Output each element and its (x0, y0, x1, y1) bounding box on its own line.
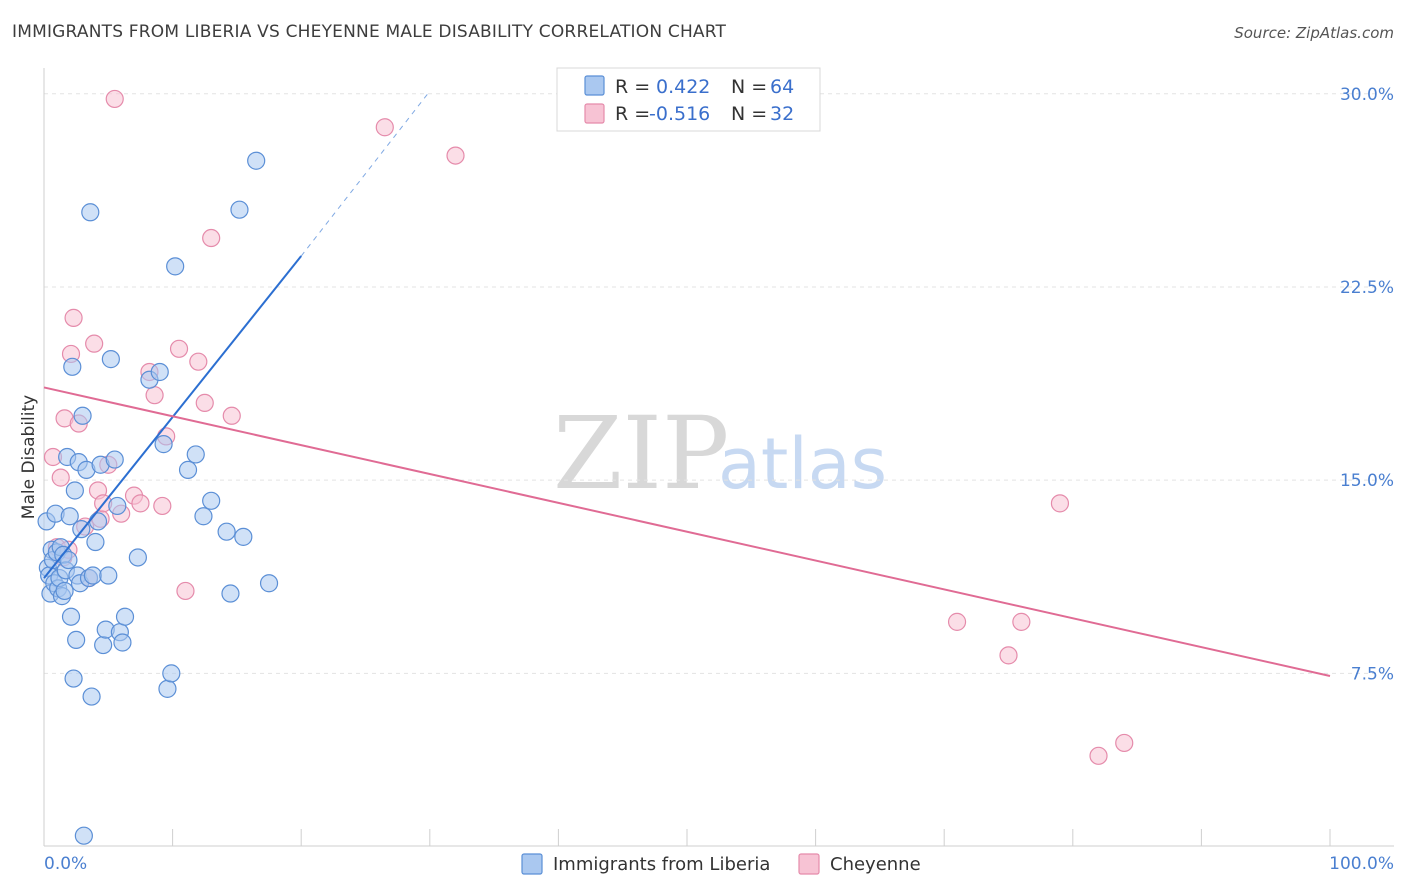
cheyenne-point (51, 468, 70, 487)
trend-lines (43, 90, 1331, 677)
legend-swatch-cheyenne (584, 103, 605, 124)
watermark: ZIP atlas (553, 395, 887, 512)
y-tick-label: 30.0% (1340, 85, 1394, 105)
liberia-point (166, 257, 185, 276)
gridlines (44, 93, 1394, 674)
legend-r-label-liberia: R = (615, 76, 650, 98)
y-axis-label: Male Disability (19, 395, 39, 519)
series-legend: Immigrants from Liberia Cheyenne (521, 853, 921, 875)
legend-n-value-liberia: 64 (770, 76, 794, 98)
cheyenne-point (176, 581, 195, 601)
liberia-point (202, 491, 221, 510)
liberia-point (113, 633, 132, 652)
watermark-atlas: atlas (718, 423, 887, 505)
source-label: Source: ZipAtlas.com (1234, 24, 1394, 42)
y-tick-label: 15.0% (1340, 471, 1394, 491)
liberia-point (86, 532, 105, 552)
liberia-points (37, 151, 279, 845)
cheyenne-point (999, 646, 1018, 665)
liberia-point (61, 607, 81, 626)
legend-n-label-cheyenne: N = (731, 103, 767, 125)
liberia-point (217, 522, 236, 541)
liberia-point (101, 350, 120, 369)
liberia-point (67, 630, 86, 650)
cheyenne-point (1012, 612, 1031, 631)
cheyenne-point (195, 393, 214, 413)
liberia-point (63, 357, 82, 376)
chart-title: IMMIGRANTS FROM LIBERIA VS CHEYENNE MALE… (12, 22, 727, 42)
series-legend-swatch-liberia (521, 853, 543, 875)
liberia-point (128, 548, 147, 567)
liberia-point (60, 507, 79, 526)
liberia-trend-extension (300, 90, 431, 257)
liberia-point (154, 435, 173, 454)
liberia-point (108, 496, 127, 516)
legend-n-label-liberia: N = (731, 76, 767, 98)
liberia-point (150, 362, 169, 382)
liberia-point (259, 574, 279, 593)
cheyenne-point (375, 118, 394, 137)
series-legend-label-cheyenne: Cheyenne (830, 854, 921, 875)
cheyenne-point (169, 339, 189, 358)
cheyenne-point (1089, 746, 1108, 765)
cheyenne-point (202, 228, 221, 248)
liberia-point (94, 635, 113, 655)
liberia-point (162, 664, 181, 683)
legend-r-value-liberia: 0.422 (656, 76, 710, 98)
liberia-point (64, 669, 83, 688)
liberia-point (73, 406, 92, 425)
liberia-point (59, 550, 78, 570)
liberia-point (99, 566, 118, 585)
legend-swatch-liberia (584, 75, 605, 96)
legend-box: R = 0.422 N = 64 R = -0.516 N = 32 (556, 67, 821, 132)
liberia-point (74, 826, 93, 845)
y-tick-label: 22.5% (1340, 278, 1394, 298)
cheyenne-point (947, 612, 967, 631)
cheyenne-trend-line (43, 386, 1331, 677)
legend-r-label-cheyenne: R = (615, 103, 650, 125)
cheyenne-point (85, 334, 104, 353)
series-legend-swatch-cheyenne (798, 853, 820, 875)
cheyenne-point (1050, 494, 1070, 513)
liberia-point (178, 460, 198, 479)
liberia-point (83, 566, 102, 585)
liberia-point (115, 607, 135, 626)
y-tick-label: 7.5% (1351, 664, 1394, 684)
legend-r-value-cheyenne: -0.516 (649, 103, 710, 125)
series-legend-label-liberia: Immigrants from Liberia (553, 854, 770, 875)
liberia-point (81, 203, 100, 222)
liberia-point (186, 445, 205, 464)
cheyenne-point (145, 386, 164, 405)
liberia-point (230, 200, 249, 219)
legend-n-value-cheyenne: 32 (770, 103, 794, 125)
liberia-point (194, 507, 213, 526)
cheyenne-point (446, 146, 465, 165)
liberia-point (105, 450, 124, 469)
cheyenne-point (105, 89, 124, 109)
x-tick-label-min: 0.0% (44, 854, 87, 874)
x-tick-label-max: 100.0% (1329, 854, 1394, 874)
liberia-point (234, 527, 253, 546)
watermark-zip: ZIP (553, 395, 729, 512)
x-axis-ticks (172, 829, 1331, 846)
cheyenne-point (153, 496, 172, 516)
cheyenne-point (64, 308, 83, 327)
y-axis-tick-labels: 7.5% 15.0% 22.5% 30.0% (1340, 85, 1394, 685)
liberia-point (82, 687, 101, 706)
liberia-point (55, 581, 74, 601)
cheyenne-point (1115, 733, 1134, 753)
liberia-point (158, 679, 177, 698)
liberia-point (88, 512, 108, 531)
liberia-point (221, 584, 240, 603)
cheyenne-point (131, 494, 150, 513)
cheyenne-point (189, 352, 208, 371)
liberia-point (65, 481, 84, 500)
cheyenne-point (222, 406, 241, 425)
liberia-point (247, 151, 266, 170)
